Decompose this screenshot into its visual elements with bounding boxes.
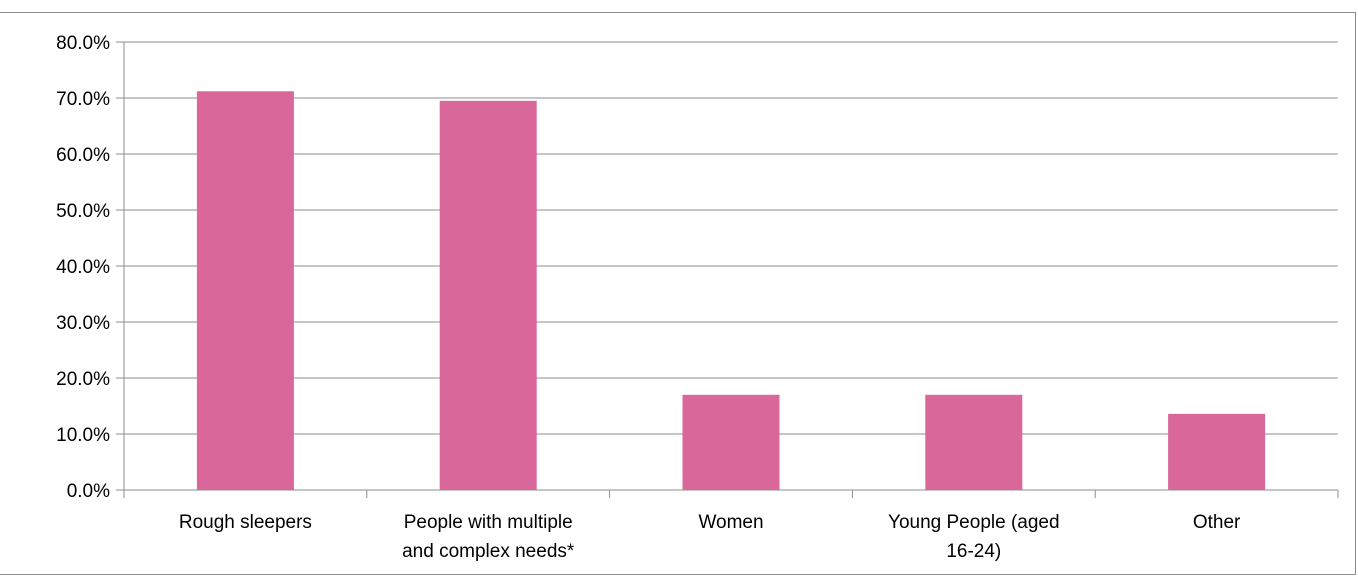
bar xyxy=(1168,413,1266,490)
y-tick-label: 80.0% xyxy=(56,33,110,54)
y-tick-label: 60.0% xyxy=(56,145,110,166)
x-category-label: Young People (aged 16-24) xyxy=(888,512,1060,562)
x-category-label: Women xyxy=(698,512,763,533)
bar xyxy=(925,394,1023,490)
bar xyxy=(682,394,780,490)
x-category-label: Other xyxy=(1193,512,1241,533)
y-tick-label: 30.0% xyxy=(56,313,110,334)
x-category-label: Rough sleepers xyxy=(179,512,312,533)
y-tick-label: 40.0% xyxy=(56,257,110,278)
y-axis-tick-labels: 0.0% 10.0% 20.0% 30.0% 40.0% 50.0% 60.0% 70.0% 8… xyxy=(56,33,110,502)
y-tick-label: 20.0% xyxy=(56,369,110,390)
gridlines xyxy=(116,41,1338,435)
x-axis-category-labels: Rough sleepers People with multiple and co… xyxy=(179,512,1241,562)
y-tick-label: 10.0% xyxy=(56,425,110,446)
y-tick-label: 50.0% xyxy=(56,201,110,222)
x-category-label: People with multiple and complex needs* xyxy=(402,512,575,562)
bar xyxy=(196,91,294,490)
bar xyxy=(439,100,537,491)
y-tick-label: 0.0% xyxy=(67,481,110,502)
chart-frame xyxy=(0,12,1356,575)
y-tick-label: 70.0% xyxy=(56,89,110,110)
bars xyxy=(196,91,1266,491)
x-axis xyxy=(116,42,1339,498)
